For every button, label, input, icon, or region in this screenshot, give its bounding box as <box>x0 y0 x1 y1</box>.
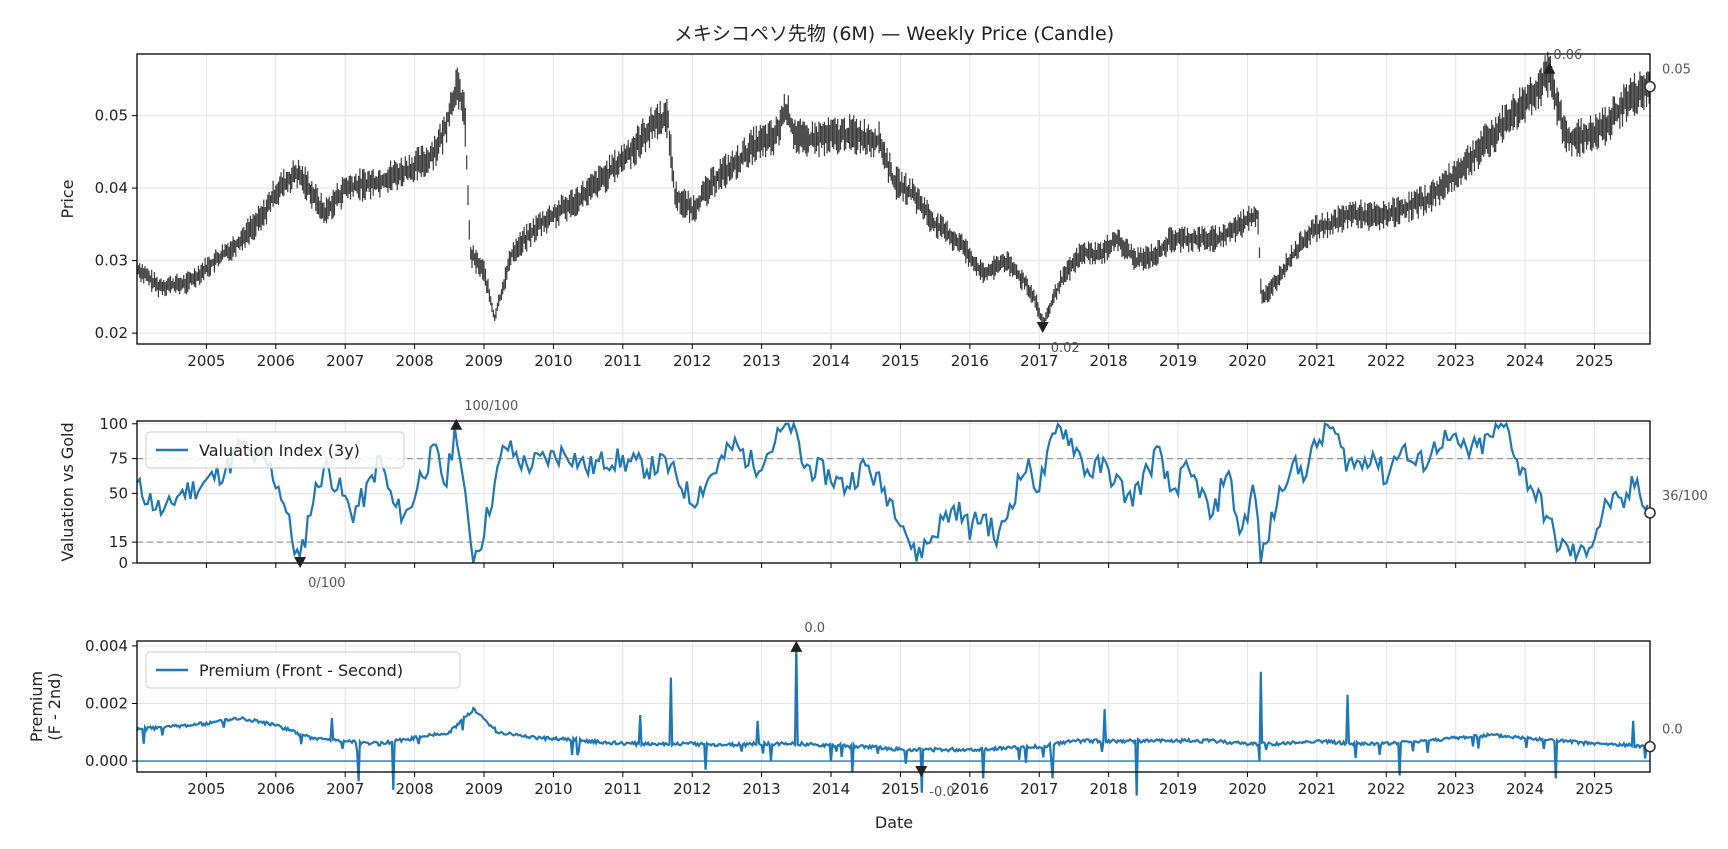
x-tick-label: 2025 <box>1575 780 1613 798</box>
x-tick-label: 2008 <box>396 352 434 370</box>
x-tick-label: 2019 <box>1159 352 1197 370</box>
min-marker <box>915 766 928 777</box>
min-annotation: -0.0 <box>929 785 954 800</box>
valuation-line <box>136 420 1649 564</box>
x-tick-label: 2022 <box>1367 352 1405 370</box>
x-tick-label: 2021 <box>1298 780 1336 798</box>
x-tick-label: 2007 <box>326 780 364 798</box>
x-tick-label: 2007 <box>326 352 364 370</box>
x-tick-label: 2011 <box>604 352 642 370</box>
x-tick-label: 2025 <box>1575 352 1613 370</box>
x-axis-title: Date <box>875 813 913 832</box>
x-tick-label: 2012 <box>673 352 711 370</box>
last-annotation: 0.0 <box>1662 723 1683 738</box>
y-tick-label: 0.05 <box>95 107 128 125</box>
max-marker <box>1543 62 1556 74</box>
x-tick-label: 2021 <box>1298 352 1336 370</box>
x-tick-label: 2024 <box>1506 780 1544 798</box>
x-tick-label: 2005 <box>187 352 225 370</box>
last-marker <box>1644 740 1656 753</box>
figure-title: メキシコペソ先物 (6M) — Weekly Price (Candle) <box>674 23 1114 45</box>
x-tick-label: 2024 <box>1506 352 1544 370</box>
price-panel: 0.02 0.03 0.04 0.05 2005 2006 2007 2008 2009 2010… <box>58 48 1691 370</box>
plot-frame <box>136 640 1651 773</box>
legend-box <box>145 651 461 689</box>
valuation-panel: 0 15 50 75 100 Valuation vs Gold Valuation Ind… <box>58 399 1708 591</box>
y-tick-label: 100 <box>99 415 128 433</box>
max-annotation: 0.0 <box>804 621 825 636</box>
price-candles <box>136 51 1650 331</box>
x-tick-label: 2009 <box>465 352 503 370</box>
plot-frame <box>136 420 1651 564</box>
x-tick-label: 2014 <box>812 352 850 370</box>
y-tick-label: 75 <box>109 450 128 468</box>
x-tick-label: 2023 <box>1437 352 1475 370</box>
y-axis-title: (F - 2nd) <box>45 672 64 740</box>
x-tick-label: 2006 <box>257 352 295 370</box>
x-tick-label: 2016 <box>951 780 989 798</box>
last-annotation: 36/100 <box>1662 489 1708 504</box>
min-annotation: 0.02 <box>1051 341 1080 356</box>
x-tick-label: 2010 <box>534 352 572 370</box>
x-tick-label: 2014 <box>812 780 850 798</box>
x-tick-label: 2013 <box>743 780 781 798</box>
x-tick-label: 2020 <box>1228 780 1266 798</box>
premium-line <box>136 645 1651 796</box>
min-marker <box>294 557 307 568</box>
x-tick-label: 2023 <box>1437 780 1475 798</box>
x-tick-label: 2018 <box>1090 352 1128 370</box>
x-tick-label: 2008 <box>396 780 434 798</box>
x-tick-label: 2006 <box>257 780 295 798</box>
min-annotation: 0/100 <box>308 576 345 591</box>
max-marker <box>450 418 463 430</box>
x-tick-label: 2012 <box>673 780 711 798</box>
legend-box <box>145 431 405 469</box>
x-tick-label: 2009 <box>465 780 503 798</box>
y-tick-label: 0.04 <box>95 179 128 197</box>
y-tick-label: 0.000 <box>85 752 128 770</box>
max-annotation: 0.06 <box>1553 48 1582 63</box>
x-tick-label: 2015 <box>881 780 919 798</box>
y-tick-label: 0.03 <box>95 252 128 270</box>
x-tick-label: 2017 <box>1020 780 1058 798</box>
last-marker <box>1644 507 1656 519</box>
y-tick-label: 0 <box>118 554 128 572</box>
y-axis-title: Valuation vs Gold <box>58 422 77 561</box>
max-annotation: 100/100 <box>464 399 518 414</box>
y-tick-label: 0.02 <box>95 324 128 342</box>
y-tick-label: 0.002 <box>85 694 128 712</box>
legend-label: Premium (Front - Second) <box>199 661 403 680</box>
min-marker <box>1036 322 1049 334</box>
last-annotation: 0.05 <box>1662 63 1691 78</box>
x-tick-label: 2011 <box>604 780 642 798</box>
y-axis-title: Premium <box>27 671 46 742</box>
last-marker <box>1644 80 1656 93</box>
x-tick-label: 2019 <box>1159 780 1197 798</box>
x-tick-label: 2005 <box>187 780 225 798</box>
x-tick-label: 2020 <box>1228 352 1266 370</box>
x-tick-label: 2010 <box>534 780 572 798</box>
legend-label: Valuation Index (3y) <box>199 441 360 460</box>
plot-frame <box>136 53 1651 345</box>
max-marker <box>790 640 803 652</box>
y-axis-title: Price <box>58 179 77 218</box>
x-tick-label: 2016 <box>951 352 989 370</box>
x-tick-label: 2022 <box>1367 780 1405 798</box>
x-tick-label: 2017 <box>1020 352 1058 370</box>
x-tick-label: 2018 <box>1090 780 1128 798</box>
y-tick-label: 15 <box>109 533 128 551</box>
x-tick-label: 2015 <box>881 352 919 370</box>
y-tick-label: 50 <box>109 484 128 502</box>
y-tick-label: 0.004 <box>85 637 128 655</box>
premium-panel: 0.000 0.002 0.004 2005 2006 2007 2008 2009 2010 2… <box>27 621 1683 800</box>
x-tick-label: 2013 <box>743 352 781 370</box>
